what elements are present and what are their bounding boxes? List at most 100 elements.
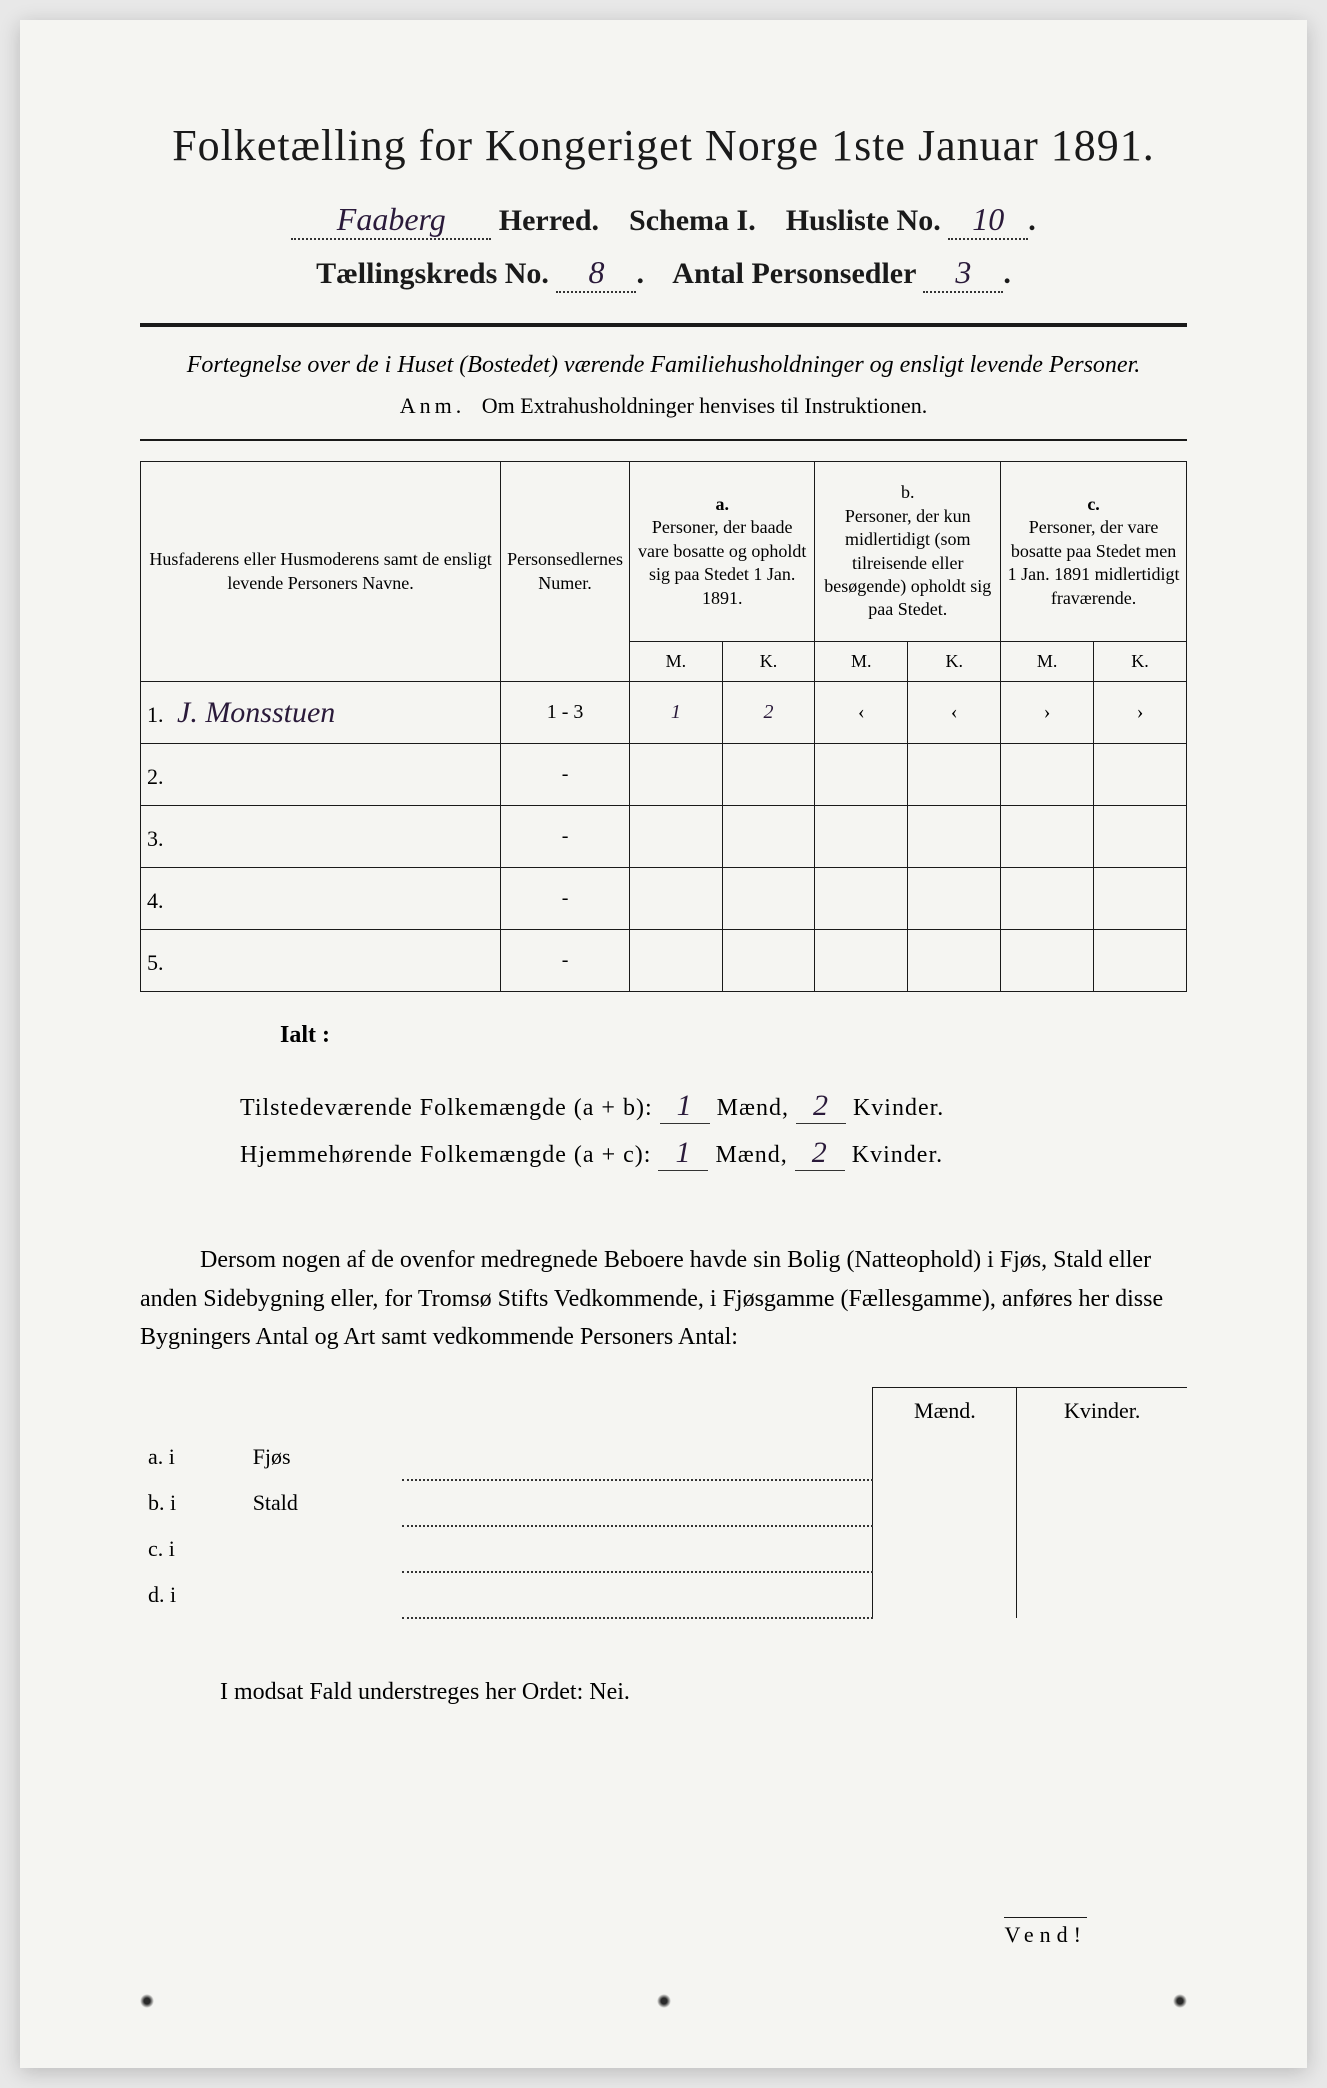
- row-c-m: [1001, 744, 1094, 806]
- summary-block: Tilstedeværende Folkemængde (a + b): 1 M…: [140, 1089, 1187, 1171]
- row-a-m: [630, 868, 723, 930]
- summary-maend-1: Mænd,: [717, 1095, 789, 1121]
- row-num: 5.: [147, 950, 177, 976]
- col-c-text: Personer, der vare bosatte paa Stedet me…: [1008, 517, 1180, 607]
- sidebyg-dots: [402, 1526, 873, 1572]
- col-b-label: b.: [901, 482, 915, 502]
- sedler-value: 3: [923, 254, 1003, 293]
- mk-b-m: M.: [815, 642, 908, 682]
- sidebyg-m-cell: [873, 1526, 1017, 1572]
- row-num: 4.: [147, 888, 177, 914]
- row-a-k: [722, 868, 815, 930]
- main-table: Husfaderens eller Husmoderens samt de en…: [140, 461, 1187, 992]
- sidebyg-header-row: Mænd. Kvinder.: [140, 1387, 1187, 1434]
- summary-line-2: Hjemmehørende Folkemængde (a + c): 1 Mæn…: [240, 1136, 1187, 1171]
- row-a-m: [630, 930, 723, 992]
- row-num: 1.: [147, 702, 177, 728]
- summary-line1-m: 1: [660, 1089, 710, 1124]
- row-c-k: [1094, 806, 1187, 868]
- col-sedler-header: Personsedlernes Numer.: [501, 462, 630, 682]
- anm-text: Om Extrahusholdninger henvises til Instr…: [482, 393, 927, 418]
- sidebyg-table: Mænd. Kvinder. a. iFjøsb. iStaldc. id. i: [140, 1387, 1187, 1619]
- summary-line1-label: Tilstedeværende Folkemængde (a + b):: [240, 1095, 653, 1121]
- table-header-row: Husfaderens eller Husmoderens samt de en…: [141, 462, 1187, 642]
- sidebyg-k-cell: [1017, 1434, 1187, 1480]
- sidebyg-maend-header: Mænd.: [873, 1387, 1017, 1434]
- sidebyg-dots: [402, 1572, 873, 1618]
- divider-thick: [140, 323, 1187, 327]
- sidebyg-m-cell: [873, 1434, 1017, 1480]
- summary-kvinder-2: Kvinder.: [852, 1142, 943, 1168]
- summary-line-1: Tilstedeværende Folkemængde (a + b): 1 M…: [240, 1089, 1187, 1124]
- col-name-text: Husfaderens eller Husmoderens samt de en…: [149, 549, 491, 592]
- table-row: 1.J. Monsstuen1 - 312‹‹››: [141, 682, 1187, 744]
- col-name-header: Husfaderens eller Husmoderens samt de en…: [141, 462, 501, 682]
- summary-line1-k: 2: [796, 1089, 846, 1124]
- table-row: 4. -: [141, 868, 1187, 930]
- modsat-line: I modsat Fald understreges her Ordet: Ne…: [140, 1679, 1187, 1706]
- sidebyg-m-cell: [873, 1572, 1017, 1618]
- sidebyg-row: d. i: [140, 1572, 1187, 1618]
- row-c-k: [1094, 930, 1187, 992]
- husliste-label: Husliste No.: [786, 204, 941, 237]
- sidebyg-row: b. iStald: [140, 1480, 1187, 1526]
- sidebyg-k-cell: [1017, 1480, 1187, 1526]
- mk-c-k: K.: [1094, 642, 1187, 682]
- row-name-cell: 4.: [141, 868, 501, 930]
- row-c-m: [1001, 806, 1094, 868]
- kreds-value: 8: [556, 254, 636, 293]
- summary-line2-label: Hjemmehørende Folkemængde (a + c):: [240, 1142, 651, 1168]
- table-row: 2.-: [141, 744, 1187, 806]
- row-a-k: [722, 930, 815, 992]
- mk-a-k: K.: [722, 642, 815, 682]
- sidebyg-dots: [402, 1434, 873, 1480]
- col-a-text: Personer, der baade vare bosatte og opho…: [638, 517, 806, 607]
- row-sedler: -: [501, 744, 630, 806]
- col-b-text: Personer, der kun midlertidigt (som tilr…: [824, 506, 991, 620]
- row-name-cell: 1.J. Monsstuen: [141, 682, 501, 744]
- sidebyg-k-cell: [1017, 1526, 1187, 1572]
- row-a-m: [630, 744, 723, 806]
- sidebyg-k-cell: [1017, 1572, 1187, 1618]
- header-line-2: Tællingskreds No. 8. Antal Personsedler …: [140, 254, 1187, 293]
- row-c-m: [1001, 868, 1094, 930]
- husliste-value: 10: [948, 201, 1028, 240]
- mk-b-k: K.: [908, 642, 1001, 682]
- row-b-k: [908, 806, 1001, 868]
- row-name-cell: 3.: [141, 806, 501, 868]
- herred-value: Faaberg: [291, 201, 491, 240]
- sidebyg-row: a. iFjøs: [140, 1434, 1187, 1480]
- row-sedler: -: [501, 806, 630, 868]
- row-sedler: -: [501, 868, 630, 930]
- row-c-k: ›: [1094, 682, 1187, 744]
- binding-hole: [657, 1994, 671, 2008]
- mk-a-m: M.: [630, 642, 723, 682]
- row-a-m: [630, 806, 723, 868]
- col-c-header: c. Personer, der vare bosatte paa Stedet…: [1001, 462, 1187, 642]
- kreds-label: Tællingskreds No.: [316, 257, 549, 290]
- summary-line2-m: 1: [658, 1136, 708, 1171]
- anm-label: Anm.: [400, 393, 466, 418]
- sidebyg-dots: [402, 1480, 873, 1526]
- row-c-k: [1094, 744, 1187, 806]
- row-b-m: ‹: [815, 682, 908, 744]
- census-form-page: Folketælling for Kongeriget Norge 1ste J…: [20, 20, 1307, 2068]
- row-sedler: 1 - 3: [501, 682, 630, 744]
- row-sedler: -: [501, 930, 630, 992]
- row-b-m: [815, 868, 908, 930]
- row-b-k: ‹: [908, 682, 1001, 744]
- col-b-header: b. Personer, der kun midlertidigt (som t…: [815, 462, 1001, 642]
- row-c-k: [1094, 868, 1187, 930]
- table-row: 5. -: [141, 930, 1187, 992]
- ialt-label: Ialt :: [140, 1022, 1187, 1049]
- col-a-label: a.: [715, 494, 729, 514]
- vend-label: Vend!: [1004, 1917, 1087, 1948]
- sidebyg-row: c. i: [140, 1526, 1187, 1572]
- summary-maend-2: Mænd,: [715, 1142, 787, 1168]
- sidebyg-type: Fjøs: [245, 1434, 402, 1480]
- row-b-k: [908, 744, 1001, 806]
- row-b-m: [815, 744, 908, 806]
- binding-hole: [140, 1994, 154, 2008]
- herred-label: Herred.: [499, 204, 599, 237]
- sidebyg-kvinder-header: Kvinder.: [1017, 1387, 1187, 1434]
